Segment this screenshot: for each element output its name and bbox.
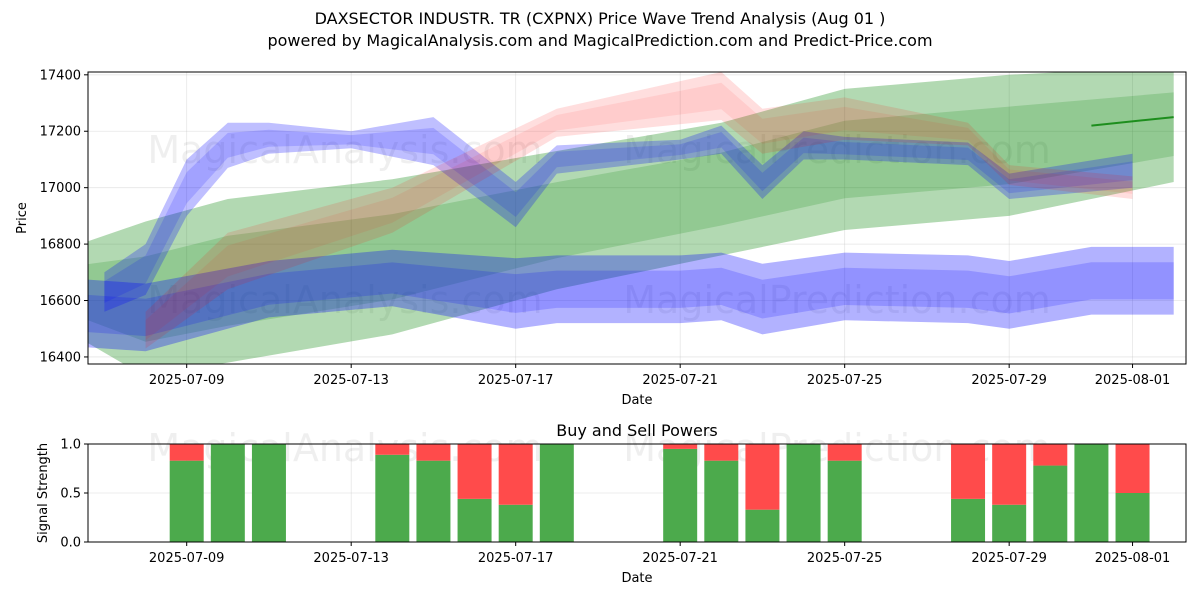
x-tick-label: 2025-07-29 [971, 551, 1047, 566]
band-core-green-band-wide [88, 92, 1174, 342]
y-tick-label: 17200 [40, 125, 81, 140]
y-tick-label: 16400 [40, 350, 81, 365]
x-tick-label: 2025-07-09 [149, 551, 225, 566]
buy-bar [992, 504, 1027, 542]
y-tick-label: 1.0 [60, 438, 81, 453]
x-tick-label: 2025-07-17 [478, 551, 554, 566]
buy-bar [827, 460, 862, 542]
x-tick-label: 2025-07-17 [478, 373, 554, 388]
sell-bar [416, 444, 451, 461]
x-tick-label: 2025-07-25 [807, 373, 883, 388]
top-plot-frame [87, 71, 1187, 365]
x-tick-label: 2025-08-01 [1095, 373, 1171, 388]
buy-bar [169, 460, 204, 542]
sell-bar [169, 444, 204, 461]
x-tick-label: 2025-07-21 [642, 373, 718, 388]
x-axis-label: Date [621, 393, 652, 408]
buy-bar [416, 460, 451, 542]
sell-bar [375, 444, 410, 455]
x-axis-label: Date [621, 571, 652, 586]
sell-bar [951, 444, 986, 499]
y-axis-label: Price [15, 202, 30, 234]
x-tick-label: 2025-07-21 [642, 551, 718, 566]
buy-bar [251, 444, 286, 542]
y-tick-label: 16800 [40, 238, 81, 253]
buy-bar [539, 444, 574, 542]
band-core-blue-band-low [88, 262, 1174, 337]
watermark-text: MagicalPrediction.com [623, 278, 1051, 322]
band-red-wave [145, 72, 1133, 349]
y-tick-label: 17000 [40, 181, 81, 196]
buy-bar [1115, 493, 1150, 542]
y-tick-label: 16600 [40, 294, 81, 309]
y-tick-label: 0.5 [60, 487, 81, 502]
y-tick-label: 0.0 [60, 536, 81, 551]
x-tick-label: 2025-08-01 [1095, 551, 1171, 566]
y-axis-label: Signal Strength [36, 443, 51, 543]
line-green-trend [1091, 116, 1174, 127]
sell-bar [498, 444, 533, 505]
watermark-text: MagicalAnalysis.com [147, 128, 542, 172]
y-tick-label: 17400 [40, 68, 81, 83]
buy-bar [663, 448, 698, 542]
buy-bar [1033, 465, 1068, 542]
buy-bar [210, 444, 245, 542]
buy-bar [375, 454, 410, 542]
sell-bar [663, 444, 698, 449]
chart-title-line2: powered by MagicalAnalysis.com and Magic… [267, 31, 933, 50]
buy-bar [704, 460, 739, 542]
chart-title-line1: DAXSECTOR INDUSTR. TR (CXPNX) Price Wave… [314, 9, 886, 28]
sell-bar [992, 444, 1027, 505]
buy-bar [457, 498, 492, 542]
buy-bar [1074, 444, 1109, 542]
sell-bar [1115, 444, 1150, 493]
buy-bar [786, 444, 821, 542]
sell-bar [827, 444, 862, 461]
x-tick-label: 2025-07-13 [313, 551, 389, 566]
x-tick-label: 2025-07-29 [971, 373, 1047, 388]
x-tick-label: 2025-07-13 [313, 373, 389, 388]
band-blue-wave [104, 117, 1133, 312]
x-tick-label: 2025-07-25 [807, 551, 883, 566]
buy-bar [951, 498, 986, 542]
sell-bar [745, 444, 780, 510]
buy-bar [745, 509, 780, 542]
price-bands [88, 72, 1174, 364]
sell-bar [1033, 444, 1068, 466]
watermark-text: MagicalPrediction.com [623, 128, 1051, 172]
buy-bar [498, 504, 533, 542]
band-green-band-wide [88, 72, 1174, 364]
x-tick-label: 2025-07-09 [149, 373, 225, 388]
sell-bar [457, 444, 492, 499]
sell-bar [704, 444, 739, 461]
band-blue-band-low [88, 246, 1174, 352]
subplot-title: Buy and Sell Powers [556, 421, 718, 440]
watermark-text: MagicalAnalysis.com [147, 278, 542, 322]
